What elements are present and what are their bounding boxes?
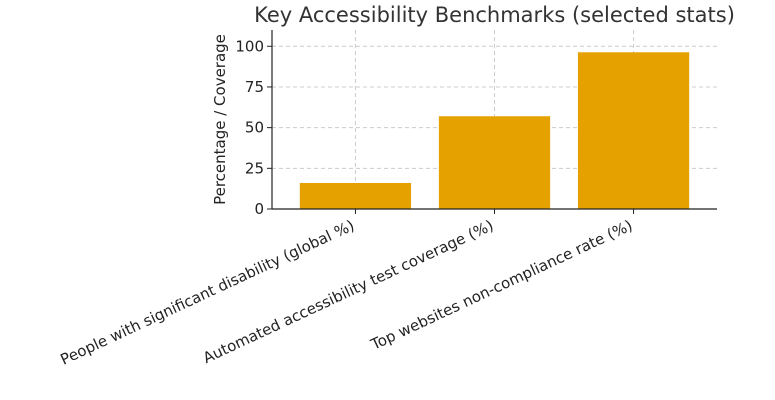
x-tick-label: Top websites non-compliance rate (%)	[367, 216, 635, 354]
y-tick-label: 75	[245, 78, 264, 96]
x-tick-label: People with significant disability (glob…	[58, 216, 358, 368]
x-tick-label: Automated accessibility test coverage (%…	[200, 216, 496, 367]
y-tick-label: 25	[245, 159, 264, 177]
y-tick-label: 0	[254, 200, 264, 218]
bar	[299, 182, 412, 209]
y-ticks: 0 25 50 75 100	[235, 37, 272, 218]
y-tick-label: 100	[235, 37, 264, 55]
y-axis-title: Percentage / Coverage	[211, 34, 229, 205]
bar	[577, 52, 690, 209]
y-tick-label: 50	[245, 119, 264, 137]
chart-title: Key Accessibility Benchmarks (selected s…	[254, 3, 735, 27]
x-tick-labels: People with significant disability (glob…	[58, 209, 635, 369]
bar	[438, 116, 551, 209]
bars-layer	[299, 52, 690, 209]
